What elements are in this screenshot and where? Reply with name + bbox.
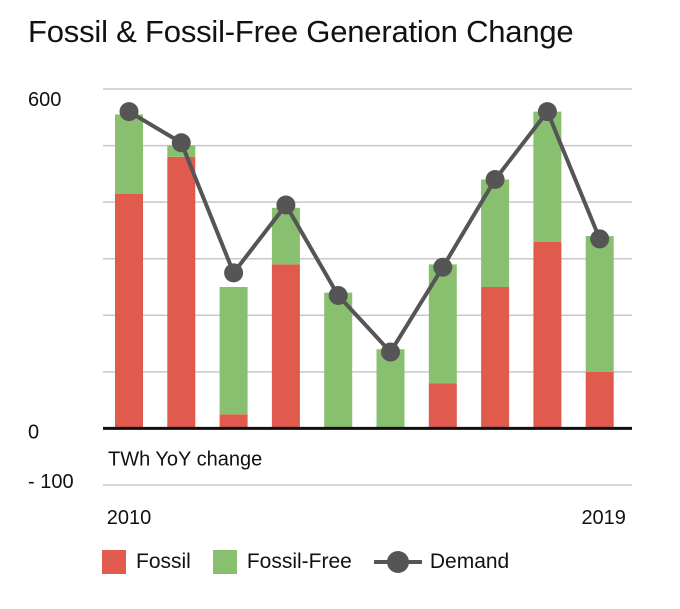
demand-point [485,170,505,190]
fossil-bar [167,156,196,429]
demand-point [224,263,244,283]
axis-labels: 600 0 - 100 TWh YoY change 2010 2019 [28,89,626,529]
demand-line-path [127,109,602,355]
y-tick-label: 600 [28,89,61,111]
demand-point [537,102,557,122]
x-tick-label: 2019 [581,507,626,529]
fossil-bar [219,414,248,429]
fossil-swatch [102,550,126,574]
fossil-free-bar [115,114,143,194]
chart-title: Fossil & Fossil-Free Generation Change [28,14,574,49]
demand-point [276,195,296,215]
legend-item-fossil: Fossil [102,550,191,574]
x-tick-label: 2010 [107,507,152,529]
bars [115,111,614,429]
y-axis-label: TWh YoY change [108,448,262,470]
fossil-bar [115,193,143,429]
fossil-bar [271,264,300,429]
legend-item-demand: Demand [373,550,510,574]
legend-label-fossil-free: Fossil-Free [246,550,352,573]
fossil-free-bar [376,349,405,429]
fossil-bar [533,241,562,429]
demand-point [171,133,191,153]
y-tick-label: - 100 [28,471,74,493]
legend-label-fossil: Fossil [136,550,191,573]
fossil-free-bar [219,287,248,415]
demand-point [328,285,348,305]
y-tick-label: 0 [28,421,39,443]
legend-item-fossil-free: Fossil-Free [212,550,352,574]
legend: Fossil Fossil-Free Demand [102,550,531,574]
demand-line [119,102,610,362]
demand-point [433,257,453,277]
demand-point [590,229,610,249]
demand-point [119,102,139,122]
fossil-bar [428,383,457,429]
fossil-free-bar [324,292,353,429]
legend-label-demand: Demand [429,550,510,573]
fossil-free-swatch [212,550,237,574]
fossil-bar [585,371,614,429]
fossil-free-bar [585,236,614,372]
demand-line-key [373,550,422,574]
demand-point [381,342,400,362]
fossil-bar [481,287,510,429]
